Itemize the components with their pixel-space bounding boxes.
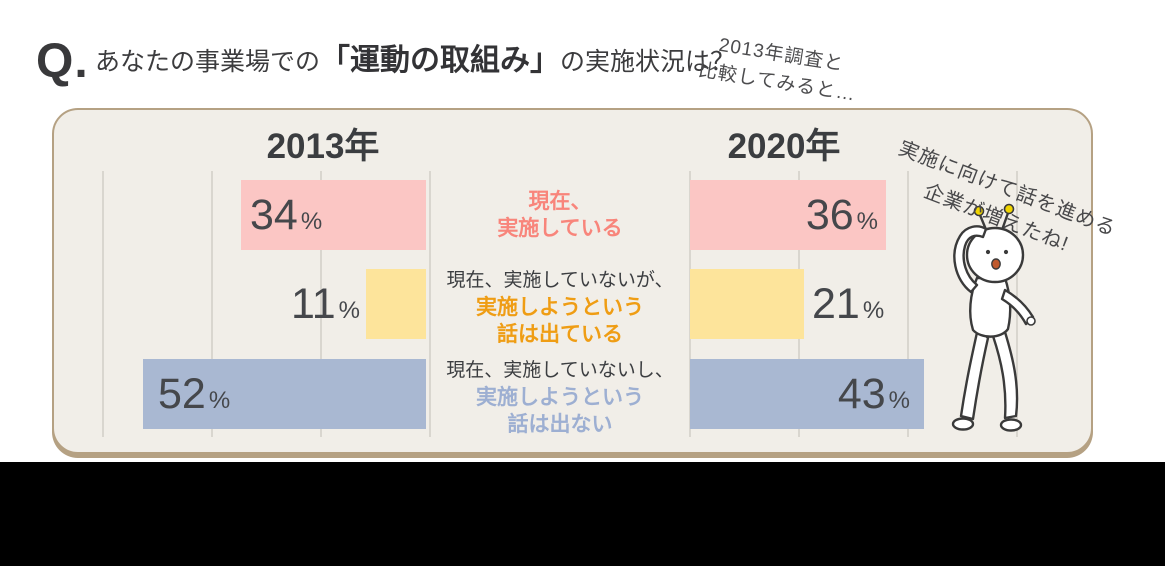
category-line: 実施している — [497, 217, 623, 240]
mascot-character-illustration — [925, 200, 1055, 450]
value-number: 11 — [291, 280, 336, 328]
category-line: 実施しようという — [476, 296, 644, 319]
value-2020-implementing: 36% — [734, 180, 878, 250]
category-line: 話は出ない — [507, 413, 613, 436]
question-mark: Q. — [36, 35, 89, 88]
question-suffix: の実施状況は？ — [560, 48, 736, 76]
gridline — [320, 171, 322, 437]
percent-sign: % — [300, 208, 323, 235]
value-2013-talking-about-it: 11% — [260, 269, 360, 339]
category-label-talking-about-it: 現在、実施していないが、 実施しようという 話は出ている — [430, 267, 690, 348]
bar-2013-no-talk — [142, 359, 426, 429]
category-line: 現在、実施していないが、 — [446, 270, 674, 291]
question-highlight: 「運動の取組み」 — [320, 44, 561, 77]
percent-sign: % — [208, 387, 231, 414]
chart-panel: 2013年 2020年 34% 11% 52% 36% 21% 43% 現在、 … — [52, 108, 1093, 454]
gridline — [102, 171, 104, 437]
bar-2020-implementing — [690, 180, 886, 250]
column-header-2020: 2020年 — [727, 127, 841, 166]
value-number: 34 — [250, 191, 298, 239]
bar-2013-implementing — [240, 180, 426, 250]
alien-mascot-icon — [951, 203, 1036, 432]
value-2020-no-talk: 43% — [764, 359, 910, 429]
bar-2013-talking-about-it — [366, 269, 426, 339]
value-2020-talking-about-it: 21% — [812, 269, 884, 339]
percent-sign: % — [888, 387, 910, 414]
value-number: 43 — [837, 370, 886, 418]
category-line: 現在、実施していないし、 — [446, 360, 674, 381]
comparison-note: 2013年調査と 比較してみると… — [688, 28, 870, 111]
gridline — [907, 171, 909, 437]
category-line: 現在、 — [528, 190, 592, 213]
percent-sign: % — [862, 297, 885, 324]
value-number: 21 — [812, 280, 860, 328]
column-header-2013: 2013年 — [266, 127, 380, 166]
category-line: 話は出ている — [497, 323, 623, 346]
value-number: 52 — [158, 370, 206, 418]
category-label-no-talk: 現在、実施していないし、 実施しようという 話は出ない — [430, 357, 690, 438]
category-label-implementing: 現在、 実施している — [430, 188, 690, 242]
bar-2020-no-talk — [690, 359, 925, 429]
value-2013-no-talk: 52% — [158, 359, 230, 429]
question-prefix: あなたの事業場での — [95, 48, 321, 76]
category-line: 実施しようという — [476, 386, 644, 409]
percent-sign: % — [856, 208, 878, 235]
bottom-black-strip — [0, 462, 1165, 566]
bar-2020-talking-about-it — [690, 269, 805, 339]
question-text: あなたの事業場での「運動の取組み」の実施状況は？ — [95, 44, 735, 79]
percent-sign: % — [338, 297, 360, 324]
value-2013-implementing: 34% — [250, 180, 322, 250]
gridline — [211, 171, 213, 437]
value-number: 36 — [805, 191, 854, 239]
gridline — [429, 171, 431, 437]
